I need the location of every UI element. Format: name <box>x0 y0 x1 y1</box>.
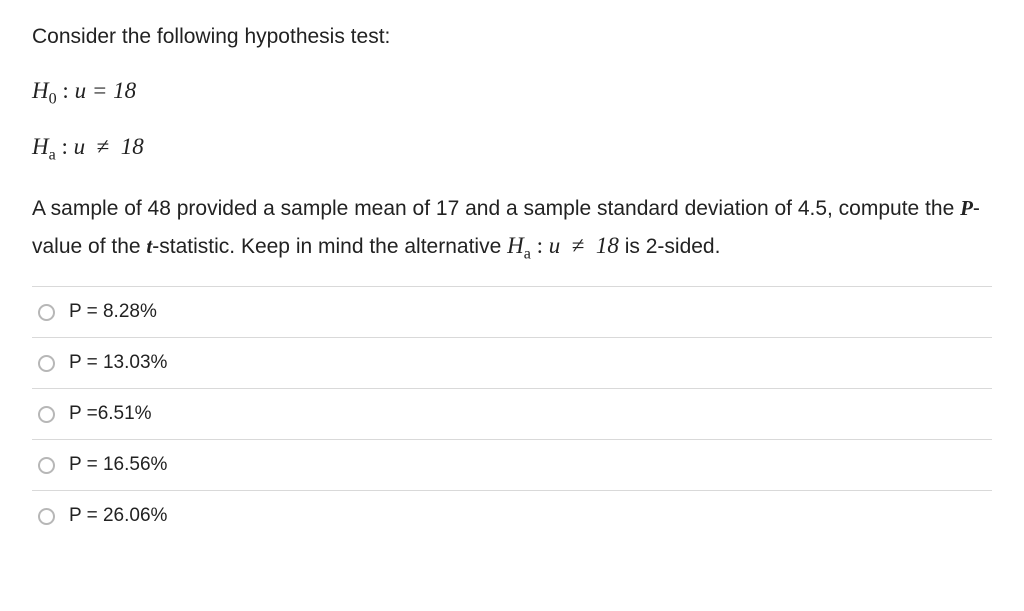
question-container: Consider the following hypothesis test: … <box>0 0 1024 541</box>
answer-options: P = 8.28% P = 13.03% P =6.51% P = 16.56%… <box>32 286 992 541</box>
option-row[interactable]: P = 13.03% <box>32 337 992 388</box>
radio-button[interactable] <box>38 457 55 474</box>
radio-button[interactable] <box>38 406 55 423</box>
null-expr: u = 18 <box>75 78 137 103</box>
h-subscript: a <box>49 147 56 164</box>
alt-hypothesis: Ha : u ≠ 18 <box>32 134 992 165</box>
h-symbol: H <box>507 233 524 258</box>
radio-button[interactable] <box>38 355 55 372</box>
option-row[interactable]: P = 16.56% <box>32 439 992 490</box>
colon: : <box>531 233 549 258</box>
h-symbol: H <box>32 134 49 159</box>
desc-part3: -statistic. Keep in mind the alternative <box>152 235 507 258</box>
desc-part4: is 2-sided. <box>619 235 721 258</box>
alt-expr-right: 18 <box>121 134 144 159</box>
neq-symbol: ≠ <box>572 233 585 258</box>
alt-expr-left: u <box>74 134 86 159</box>
h-subscript: a <box>524 246 531 263</box>
desc-part1: A sample of 48 provided a sample mean of… <box>32 197 960 220</box>
option-row[interactable]: P =6.51% <box>32 388 992 439</box>
colon: : <box>57 78 75 103</box>
inline-alt-hypothesis: Ha : u ≠ 18 <box>507 233 619 258</box>
neq-symbol: ≠ <box>97 134 110 159</box>
inline-val: 18 <box>596 233 619 258</box>
option-label: P = 16.56% <box>69 454 167 476</box>
question-prompt: Consider the following hypothesis test: <box>32 20 992 54</box>
radio-button[interactable] <box>38 304 55 321</box>
h-symbol: H <box>32 78 49 103</box>
radio-button[interactable] <box>38 508 55 525</box>
null-hypothesis: H0 : u = 18 <box>32 78 992 109</box>
option-row[interactable]: P = 26.06% <box>32 490 992 541</box>
question-description: A sample of 48 provided a sample mean of… <box>32 191 992 269</box>
option-label: P = 26.06% <box>69 505 167 527</box>
option-label: P = 8.28% <box>69 301 157 323</box>
option-label: P =6.51% <box>69 403 152 425</box>
inline-u: u <box>549 233 561 258</box>
option-row[interactable]: P = 8.28% <box>32 286 992 337</box>
option-label: P = 13.03% <box>69 352 167 374</box>
h-subscript: 0 <box>49 90 57 107</box>
colon: : <box>56 134 74 159</box>
p-var: P <box>960 196 973 220</box>
